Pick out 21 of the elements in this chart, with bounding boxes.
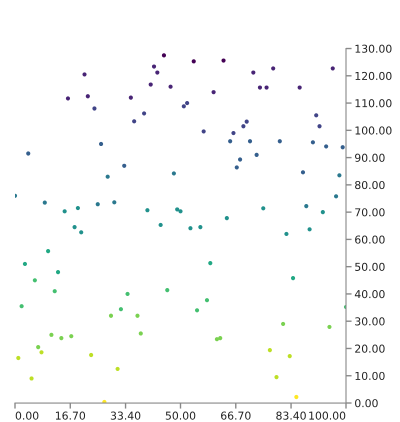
x-tick-label: 66.70 <box>221 412 251 420</box>
y-tick-label: 40.00 <box>354 290 385 298</box>
y-tick-label: 120.00 <box>356 72 392 80</box>
y-tick-label: 100.00 <box>356 126 392 135</box>
x-tick-label: 83.40 <box>276 412 306 420</box>
x-tick-label: 33.40 <box>110 412 140 420</box>
y-tick-label: 70.00 <box>355 208 385 216</box>
y-tick-label: 60.00 <box>355 235 385 244</box>
y-tick-label: 30.00 <box>355 317 385 326</box>
y-tick-label: 20.00 <box>355 344 385 353</box>
y-tick-label: 10.00 <box>356 372 385 380</box>
y-tick-label: 50.00 <box>355 262 385 271</box>
y-tick-label: 110.00 <box>356 99 392 108</box>
x-tick-label: 0.00 <box>16 412 38 420</box>
y-tick-label: 90.00 <box>355 154 385 162</box>
x-tick-label: 50.00 <box>166 412 196 420</box>
y-tick-label: 0.00 <box>355 399 378 408</box>
y-tick-label: 130.00 <box>356 44 392 53</box>
y-tick-label: 80.00 <box>355 180 385 190</box>
x-tick-label: 100.00 <box>309 412 346 420</box>
x-tick-label: 16.70 <box>56 412 86 420</box>
